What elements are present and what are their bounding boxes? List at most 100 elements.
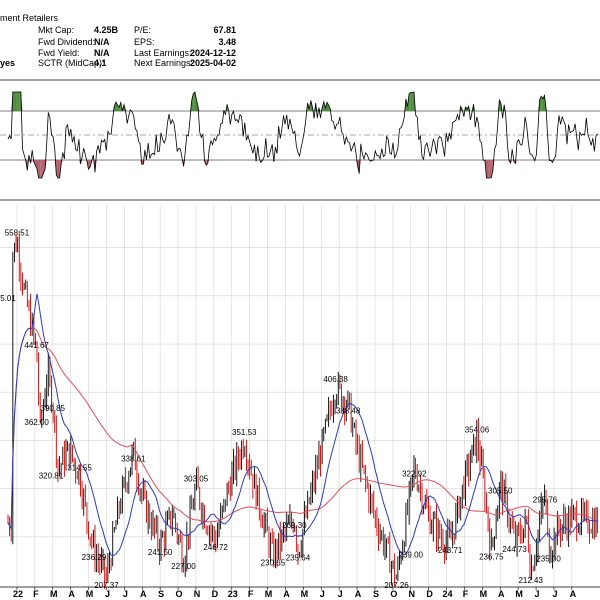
oscillator-overbought-fill bbox=[409, 92, 411, 111]
oscillator-oversold-fill bbox=[38, 160, 41, 178]
price-label: 354.06 bbox=[465, 426, 490, 435]
stat-label: EPS: bbox=[134, 37, 155, 47]
x-tick-label: S bbox=[373, 589, 379, 599]
x-tick-label: J bbox=[123, 589, 128, 599]
stat-label: Fwd Dividend: bbox=[38, 37, 95, 47]
x-tick-label: J bbox=[338, 589, 343, 599]
price-label: 244.73 bbox=[502, 545, 527, 554]
price-label: 227.00 bbox=[171, 562, 196, 571]
moving-average-short-line bbox=[7, 293, 598, 557]
x-tick-label: 23 bbox=[228, 589, 238, 599]
price-label: 243.71 bbox=[438, 546, 463, 555]
oscillator-overbought-fill bbox=[14, 92, 17, 111]
x-tick-label: M bbox=[86, 589, 94, 599]
oscillator-overbought-fill bbox=[412, 92, 414, 111]
price-bars-layer bbox=[7, 230, 599, 589]
price-label: 295.76 bbox=[533, 496, 558, 505]
price-labels-layer: 558.51 5.01 441.67 390.85 362.00 320.81314.55… bbox=[0, 228, 561, 590]
oscillator-overbought-fill bbox=[17, 92, 20, 111]
x-tick-label: A bbox=[68, 589, 75, 599]
x-tick-label: M bbox=[50, 589, 58, 599]
oscillator-oversold-fill bbox=[56, 160, 58, 178]
price-label: 338.61 bbox=[121, 454, 146, 463]
oscillator-oversold-fill bbox=[40, 160, 42, 178]
price-label: 212.43 bbox=[518, 576, 543, 585]
stat-value: 2025-04-02 bbox=[190, 58, 236, 68]
x-tick-label: D bbox=[426, 589, 433, 599]
price-label: 305.50 bbox=[488, 486, 513, 495]
oscillator-overbought-fill bbox=[19, 92, 21, 111]
chart-title-fragment: ment Retailers bbox=[0, 13, 59, 23]
x-tick-label: A bbox=[283, 589, 290, 599]
x-tick-label: M bbox=[515, 589, 523, 599]
stat-label: Mkt Cap: bbox=[38, 25, 74, 35]
oscillator-overbought-fill bbox=[542, 95, 545, 111]
x-tick-label: J bbox=[105, 589, 110, 599]
stat-value: 2024-12-12 bbox=[190, 48, 236, 58]
x-tick-label: F bbox=[248, 589, 254, 599]
oscillator-oversold-fill bbox=[486, 160, 489, 178]
stat-value: 4.25B bbox=[94, 25, 119, 35]
price-label: 362.00 bbox=[24, 418, 49, 427]
stats-column-right: P/E: 67.81 EPS: 3.48 Last Earnings:2024-12-1… bbox=[134, 25, 236, 68]
oscillator-overbought-fill bbox=[114, 102, 116, 111]
x-tick-label: M bbox=[265, 589, 273, 599]
x-tick-label: 24 bbox=[443, 589, 453, 599]
price-label: 303.05 bbox=[184, 475, 209, 484]
x-tick-label: J bbox=[552, 589, 557, 599]
oscillator-oversold-fill bbox=[488, 160, 490, 178]
x-tick-label: O bbox=[390, 589, 397, 599]
price-label: 351.53 bbox=[232, 428, 257, 437]
price-label: 390.85 bbox=[41, 404, 66, 413]
price-label: 236.75 bbox=[479, 553, 504, 562]
oscillator-oversold-fill bbox=[57, 160, 60, 178]
chart-header: ment Retailers yes Mkt Cap: 4.25B Fwd Divi… bbox=[0, 13, 236, 68]
stat-value: N/A bbox=[94, 48, 110, 58]
price-label: 269.30 bbox=[282, 521, 307, 530]
price-label: 207.37 bbox=[94, 581, 119, 590]
x-tick-label: O bbox=[176, 589, 183, 599]
price-label: 388.48 bbox=[336, 406, 361, 415]
stat-label: Last Earnings: bbox=[134, 48, 192, 58]
x-tick-label: A bbox=[570, 589, 577, 599]
oscillator-overbought-fill bbox=[499, 99, 501, 111]
price-label: 241.50 bbox=[148, 548, 173, 557]
stat-label: Fwd Yield: bbox=[38, 48, 80, 58]
x-tick-label: D bbox=[212, 589, 219, 599]
price-label: 246.72 bbox=[203, 543, 228, 552]
oscillator-panel bbox=[0, 79, 600, 201]
stat-label: P/E: bbox=[134, 25, 151, 35]
price-grid bbox=[0, 205, 600, 587]
price-label: 406.38 bbox=[323, 375, 348, 384]
oscillator-oversold-fill bbox=[35, 160, 37, 169]
oscillator-line bbox=[7, 91, 598, 179]
price-label: 235.00 bbox=[536, 554, 561, 563]
oscillator-oversold-fill bbox=[491, 160, 493, 178]
oscillator-oversold-fill bbox=[141, 160, 144, 165]
price-label: 441.67 bbox=[24, 341, 49, 350]
oscillator-overbought-fill bbox=[117, 105, 120, 111]
price-label: 230.65 bbox=[261, 558, 286, 567]
stat-value: 3.48 bbox=[218, 37, 236, 47]
stat-value: 67.81 bbox=[213, 25, 236, 35]
x-tick-label: M bbox=[480, 589, 488, 599]
stat-label: SCTR (MidCap): bbox=[38, 58, 105, 68]
oscillator-overbought-fill bbox=[191, 93, 194, 111]
price-label: 322.92 bbox=[402, 470, 427, 479]
price-label: 558.51 bbox=[5, 228, 30, 237]
x-tick-label: J bbox=[535, 589, 540, 599]
x-tick-label: N bbox=[409, 589, 416, 599]
x-tick-label: F bbox=[463, 589, 469, 599]
x-axis-ticks: 22 F M A M J J A S O N D 23 F M A M J J A S O N D 24 F M A M J J A bbox=[13, 587, 577, 599]
oscillator-overbought-fill bbox=[410, 92, 413, 111]
price-panel: 558.51 5.01 441.67 390.85 362.00 320.81314.55… bbox=[0, 205, 600, 599]
oscillator-overbought-fill bbox=[193, 92, 195, 111]
chart-side-fragment: yes bbox=[0, 58, 15, 68]
price-label: 235.64 bbox=[286, 554, 311, 563]
x-tick-label: M bbox=[301, 589, 309, 599]
moving-average-long-line bbox=[7, 327, 598, 531]
x-tick-label: A bbox=[498, 589, 505, 599]
oscillator-overbought-fill bbox=[16, 92, 18, 111]
oscillator-oversold-fill bbox=[206, 160, 208, 166]
